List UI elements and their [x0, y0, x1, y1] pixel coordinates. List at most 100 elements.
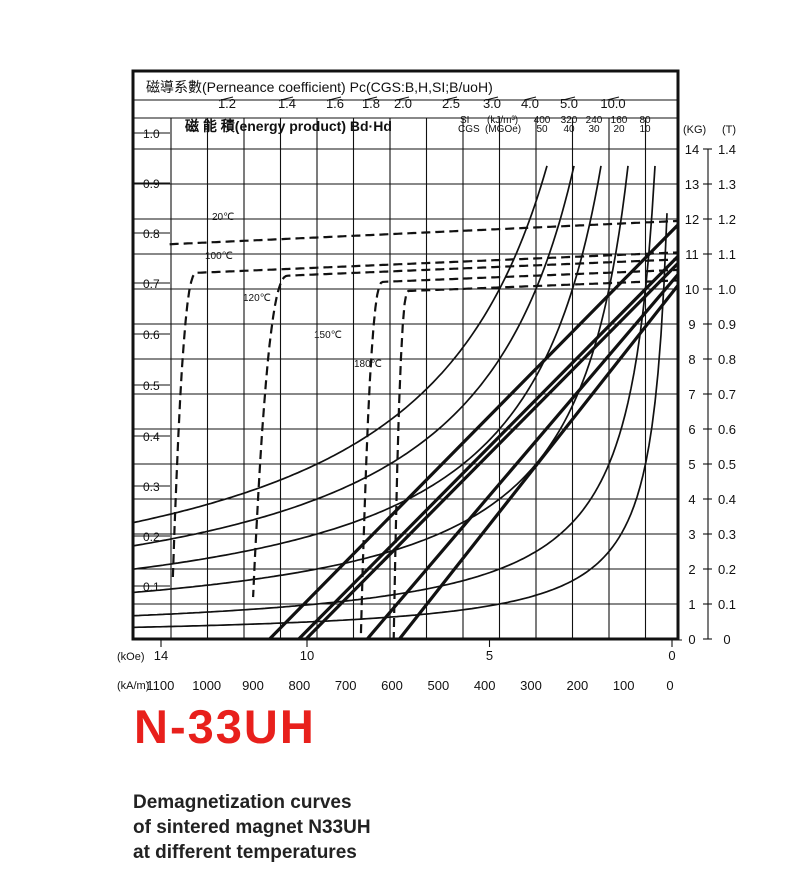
- kg-axis-tick-label: 12: [685, 212, 699, 227]
- permeance-tick-mark: [444, 96, 458, 101]
- normal-curve-3: [366, 271, 678, 639]
- kg-axis-tick-label: 3: [688, 527, 695, 542]
- plot-frame: [131, 69, 680, 641]
- product-title: N-33UH: [134, 700, 316, 753]
- left-axis-tick-label: 0.5: [143, 379, 160, 393]
- kg-axis-tick-label: 9: [688, 317, 695, 332]
- t-axis-tick-label: 0.9: [718, 317, 736, 332]
- permeance-tick-label: 10.0: [600, 96, 625, 111]
- kg-axis-tick-label: 1: [688, 597, 695, 612]
- kam-axis-tick-label: 600: [381, 678, 403, 693]
- energy-table-si-value: 400: [534, 115, 551, 126]
- kam-axis-tick-label: 300: [520, 678, 542, 693]
- left-axis-tick-label: 0.3: [143, 480, 160, 494]
- caption-line-1: Demagnetization curves: [133, 792, 352, 813]
- kam-axis-tick-label: 500: [427, 678, 449, 693]
- kam-axis-tick-label: 0: [666, 678, 673, 693]
- kam-axis-tick-label: 400: [474, 678, 496, 693]
- left-axis-tick-label: 0.4: [143, 430, 160, 444]
- koe-axis-tick-label: 10: [300, 648, 314, 663]
- normal-curve-4: [398, 282, 678, 639]
- energy-table-si-value: 240: [586, 115, 603, 126]
- energy-table-si-value: 80: [639, 115, 651, 126]
- t-axis-tick-label: 1.1: [718, 247, 736, 262]
- koe-axis-unit-label: (kOe): [117, 651, 145, 663]
- caption-line-3: at different temperatures: [133, 842, 357, 863]
- t-axis-tick-label: 0.4: [718, 492, 736, 507]
- grid-lines: [133, 99, 678, 639]
- normal-curve-1: [297, 254, 678, 639]
- permeance-tick-mark: [562, 96, 576, 101]
- intrinsic-curve-0: [165, 219, 678, 246]
- kam-axis-unit-label: (kA/m): [117, 680, 149, 692]
- energy-table-cgs-value: 50: [536, 124, 548, 135]
- t-axis-unit-label: (T): [722, 124, 736, 136]
- koe-axis-tick-label: 5: [486, 648, 493, 663]
- kam-axis-tick-label: 900: [242, 678, 264, 693]
- t-axis-tick-label: 1.0: [718, 282, 736, 297]
- kam-axis-tick-label: 200: [566, 678, 588, 693]
- temperature-label: 120℃: [243, 293, 271, 304]
- kam-axis-tick-label: 1100: [146, 678, 174, 693]
- temperature-label: 100℃: [205, 251, 233, 262]
- energy-table-si-value: 160: [611, 115, 628, 126]
- permeance-tick-mark: [396, 96, 410, 101]
- caption-line-2: of sintered magnet N33UH: [133, 817, 371, 838]
- demagnetization-chart: 磁導系數(Perneance coefficient) Pc(CGS:B,H,S…: [117, 69, 736, 693]
- kam-axis-tick-label: 700: [335, 678, 357, 693]
- permeance-tick-mark: [606, 96, 620, 101]
- kg-axis-tick-label: 6: [688, 422, 695, 437]
- koe-axis-tick-label: 0: [668, 648, 675, 663]
- t-axis-tick-label: 1.4: [718, 142, 736, 157]
- t-axis-tick-label: 0.7: [718, 387, 736, 402]
- normal-curve-0: [268, 222, 678, 639]
- energy-table-cgs-value: 20: [613, 124, 625, 135]
- permeance-tick-mark: [220, 96, 234, 101]
- energy-table-si-value: 320: [561, 115, 578, 126]
- intrinsic-curve-3: [359, 268, 678, 639]
- temperature-label: 20℃: [212, 212, 234, 223]
- permeance-tick-mark: [280, 96, 294, 101]
- t-axis-tick-label: 0.8: [718, 352, 736, 367]
- kg-axis-tick-label: 13: [685, 177, 699, 192]
- intrinsic-curve-1: [171, 251, 678, 580]
- permeance-tick-mark: [364, 96, 378, 101]
- t-axis-tick-label: 1.3: [718, 177, 736, 192]
- chart-title: 磁導系數(Perneance coefficient) Pc(CGS:B,H,S…: [146, 79, 493, 95]
- kam-axis-tick-label: 1000: [192, 678, 221, 693]
- intrinsic-curve-2: [252, 258, 678, 598]
- chart-subtitle: 磁 能 積(energy product) Bd·Hd: [185, 118, 392, 134]
- permeance-tick-mark: [328, 96, 342, 101]
- energy-table-cgs-value: 10: [639, 124, 651, 135]
- kg-axis-tick-label: 5: [688, 457, 695, 472]
- temperature-label: 150℃: [314, 330, 342, 341]
- energy-table-cgs-unit: (MGOe): [485, 124, 521, 135]
- kg-axis-tick-label: 0: [688, 632, 695, 647]
- kg-axis-tick-label: 10: [685, 282, 699, 297]
- temperature-label: 180℃: [354, 359, 382, 370]
- t-axis-tick-label: 0: [723, 632, 730, 647]
- kg-axis-unit-label: (KG): [683, 124, 706, 136]
- t-axis-tick-label: 0.5: [718, 457, 736, 472]
- energy-table-cgs-value: 30: [588, 124, 600, 135]
- t-axis-tick-label: 1.2: [718, 212, 736, 227]
- energy-product-curve: [133, 165, 548, 524]
- koe-axis-tick-label: 14: [154, 648, 168, 663]
- kg-axis-tick-label: 2: [688, 562, 695, 577]
- t-axis-tick-label: 0.3: [718, 527, 736, 542]
- left-axis-tick-label: 0.6: [143, 328, 160, 342]
- left-axis-tick-label: 0.1: [143, 580, 160, 594]
- t-axis-tick-label: 0.6: [718, 422, 736, 437]
- kam-axis-tick-label: 100: [613, 678, 635, 693]
- energy-product-curve: [133, 165, 575, 547]
- kam-axis-tick-label: 800: [289, 678, 311, 693]
- t-axis-tick-label: 0.2: [718, 562, 736, 577]
- left-axis-tick-label: 0.8: [143, 227, 160, 241]
- left-axis-tick-label: 1.0: [143, 127, 160, 141]
- energy-table-si-label: SI: [460, 115, 469, 126]
- intrinsic-curve-4: [392, 279, 678, 639]
- energy-table-cgs-label: CGS: [458, 124, 480, 135]
- left-axis-tick-label: 0.7: [143, 277, 160, 291]
- curves-group: [133, 165, 678, 639]
- left-axis-tick-label: 0.9: [143, 177, 160, 191]
